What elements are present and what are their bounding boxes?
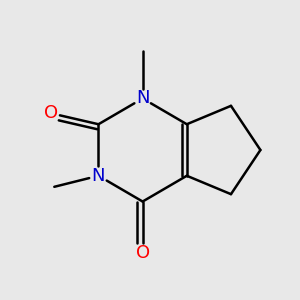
Text: N: N (92, 167, 105, 185)
Text: O: O (44, 104, 58, 122)
Text: N: N (136, 89, 149, 107)
Text: O: O (136, 244, 150, 262)
